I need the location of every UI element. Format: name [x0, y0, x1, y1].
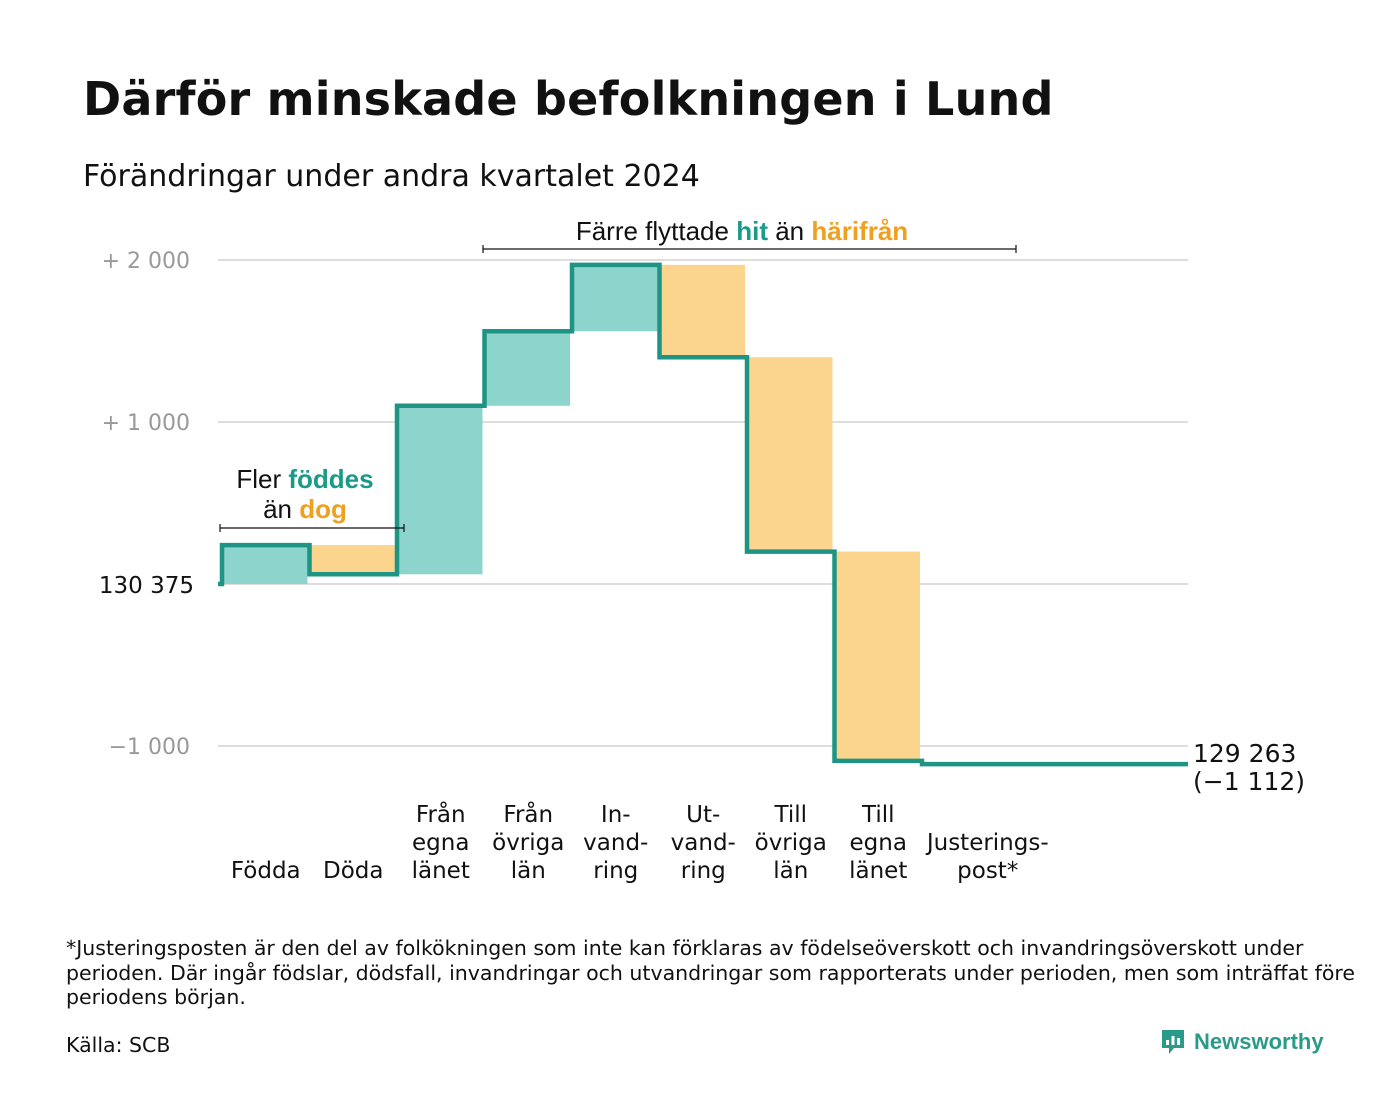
x-tick-label: länet: [849, 858, 907, 884]
start-value-label: 130 375: [99, 573, 194, 599]
annotation-moves-part: härifrån: [811, 216, 908, 246]
x-tick-label: egna: [850, 830, 907, 856]
x-tick-label: ring: [593, 858, 638, 884]
waterfall-step-line: [218, 262, 1188, 767]
x-tick-label: Justerings-: [925, 830, 1049, 856]
annotation-births: än dog: [263, 494, 347, 524]
x-tick-label: Från: [503, 800, 553, 828]
footnote: *Justeringsposten är den del av folkökni…: [66, 936, 1355, 1009]
labels: + 2 000 + 1 000 −1 000 130 375 Födda Döda Från…: [99, 216, 1305, 884]
waterfall-chart: + 2 000 + 1 000 −1 000 130 375 Födda Döda Från…: [99, 216, 1305, 884]
y-tick-label: −1 000: [109, 735, 190, 760]
annotation-births: Fler föddes: [236, 464, 373, 494]
annotation-births-part: föddes: [288, 464, 373, 494]
bar-Från övriga län: [486, 331, 570, 406]
bar-Födda: [224, 545, 308, 584]
x-tick-label: Till: [861, 802, 895, 828]
x-tick-label: Till: [773, 802, 807, 828]
bar-Från egna länet: [399, 405, 483, 575]
bar-Invandring: [574, 264, 658, 332]
x-tick-label: ring: [681, 858, 726, 884]
x-tick-label: Från: [416, 800, 466, 828]
annotation-moves-part: hit: [736, 216, 768, 246]
brand-logo: Newsworthy: [1160, 1028, 1324, 1056]
x-tick-label: län: [511, 858, 546, 884]
x-tick-label: vand-: [671, 830, 736, 856]
annotation-births-part: Fler: [236, 464, 288, 494]
annotation-moves-part: Färre flyttade: [576, 216, 736, 246]
bar-Till övriga län: [749, 357, 833, 552]
bar-Till egna länet: [836, 551, 920, 761]
x-tick-label: län: [773, 858, 808, 884]
x-tick-label: Födda: [231, 858, 301, 884]
chart-subtitle: Förändringar under andra kvartalet 2024: [83, 159, 700, 194]
chart-title: Därför minskade befolkningen i Lund: [83, 72, 1054, 126]
annotation-births-part: än: [263, 494, 299, 524]
brand-name: Newsworthy: [1194, 1029, 1324, 1054]
y-tick-label: + 2 000: [102, 249, 190, 274]
newsworthy-logo-icon: [1162, 1030, 1184, 1054]
x-tick-label: post*: [957, 858, 1018, 884]
annotation-births-part: dog: [299, 494, 347, 524]
bar-Döda: [311, 545, 395, 575]
x-tick-label: övriga: [492, 830, 564, 856]
x-tick-label: In-: [601, 802, 631, 828]
x-tick-label: egna: [412, 830, 469, 856]
x-tick-label: länet: [412, 858, 470, 884]
bars: [224, 264, 920, 761]
x-tick-label: Ut-: [686, 802, 720, 828]
x-tick-label: övriga: [755, 830, 827, 856]
end-value-label: 129 263: [1193, 739, 1296, 768]
source-label: Källa: SCB: [66, 1033, 171, 1057]
bar-Utvandring: [661, 264, 745, 358]
x-tick-label: vand-: [583, 830, 648, 856]
x-tick-label: Döda: [323, 858, 383, 884]
annotation-moves-part: än: [768, 216, 811, 246]
annotation-moves: Färre flyttade hit än härifrån: [576, 216, 908, 246]
step-line: [218, 262, 1188, 767]
net-change-label: (−1 112): [1193, 767, 1305, 796]
y-tick-label: + 1 000: [102, 411, 190, 436]
grid-lines: [218, 259, 1188, 747]
